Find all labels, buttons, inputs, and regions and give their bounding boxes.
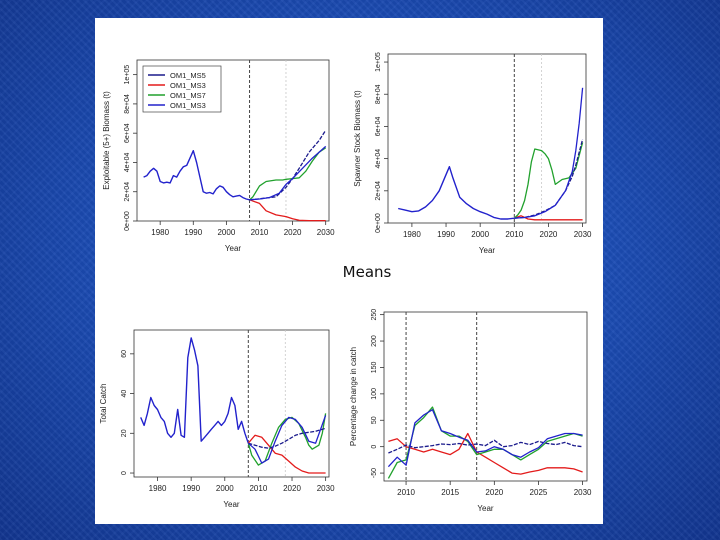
series-line-om1-ms7-2	[249, 147, 327, 201]
x-axis-label: Year	[223, 500, 240, 509]
y-tick-label: 0e+00	[375, 213, 382, 233]
x-tick-label: 2030	[317, 484, 335, 493]
x-tick-label: 2000	[217, 228, 235, 237]
y-tick-label: 8e+04	[375, 84, 382, 104]
series-line-om1-ms5-0	[388, 439, 583, 454]
y-tick-label: 8e+04	[124, 94, 131, 114]
y-tick-label: 2e+04	[124, 182, 131, 202]
chart-spawning: 1980 1990 2000 2010 2020 2030 0e+00 2e+04 4e+04 6…	[353, 52, 592, 255]
series-line-om1-ms5-0	[514, 139, 584, 219]
x-tick-label: 2020	[283, 484, 301, 493]
x-axis-label: Year	[477, 504, 494, 513]
y-tick-label: 6e+04	[124, 123, 131, 143]
means-caption: Means	[342, 263, 392, 281]
series-line-om1-ms3-1	[249, 199, 326, 222]
series-line-om1-ms3-1	[388, 432, 583, 475]
chart-catch: 1980 1990 2000 2010 2020 2030 0 20 40 60 Year Total…	[99, 329, 335, 509]
legend-entry: OM1_MS3	[170, 101, 206, 110]
y-tick-label: 0	[121, 471, 128, 475]
plot-frame	[133, 329, 330, 478]
x-tick-label: 2015	[441, 488, 459, 497]
x-tick-label: 2010	[251, 228, 269, 237]
y-axis-label: Spawner Stock Biomass (t)	[353, 90, 362, 187]
y-tick-label: 250	[371, 309, 378, 321]
y-tick-label: 2e+04	[375, 181, 382, 201]
legend-entry: OM1_MS3	[170, 81, 206, 90]
history-line	[398, 166, 515, 220]
y-tick-label: 6e+04	[375, 116, 382, 136]
y-tick-label: 60	[121, 350, 128, 358]
series-line-om1-ms5-0	[248, 427, 326, 449]
series-line-om1-ms3-3	[247, 415, 327, 464]
y-tick-label: 0e+00	[124, 211, 131, 231]
series-line-om1-ms3-3	[249, 145, 327, 201]
y-tick-label: 20	[121, 429, 128, 437]
x-tick-label: 2030	[574, 488, 592, 497]
x-tick-label: 2010	[505, 230, 523, 239]
y-axis-label: Exploitable (5+) Biomass (t)	[102, 91, 111, 190]
x-tick-label: 2020	[540, 230, 558, 239]
series-line-om1-ms7-2	[387, 406, 583, 479]
y-axis-label: Total Catch	[99, 383, 108, 423]
series-line-om1-ms5-0	[249, 129, 327, 201]
y-tick-label: 150	[371, 362, 378, 374]
y-tick-label: 4e+04	[375, 149, 382, 169]
x-tick-label: 1990	[182, 484, 200, 493]
series-line-om1-ms7-2	[247, 413, 327, 466]
y-tick-label: 0	[371, 445, 378, 449]
plot-frame	[136, 59, 330, 222]
plot-frame	[383, 311, 588, 482]
y-tick-label: 1e+05	[375, 52, 382, 72]
chart-exploitable: 1980 1990 2000 2010 2020 2030 0e+00 2e+04 4e+04 6…	[102, 59, 335, 253]
x-tick-label: 2010	[249, 484, 267, 493]
y-tick-label: 1e+05	[124, 65, 131, 85]
chart-pct_change: 2010 2015 2020 2025 2030 -50 0 50 100 150 200 250 Ye…	[349, 309, 592, 513]
x-tick-label: 2020	[485, 488, 503, 497]
x-tick-label: 2000	[216, 484, 234, 493]
series-line-om1-ms3-1	[514, 215, 583, 221]
x-tick-label: 2010	[397, 488, 415, 497]
x-tick-label: 2000	[471, 230, 489, 239]
x-tick-label: 2025	[530, 488, 548, 497]
y-tick-label: 4e+04	[124, 153, 131, 173]
x-tick-label: 2020	[284, 228, 302, 237]
x-tick-label: 1980	[149, 484, 167, 493]
y-tick-label: -50	[371, 468, 378, 478]
x-tick-label: 1990	[437, 230, 455, 239]
y-tick-label: 40	[121, 390, 128, 398]
legend-entry: OM1_MS7	[170, 91, 206, 100]
y-axis-label: Percentage change in catch	[349, 347, 358, 446]
legend-entry: OM1_MS5	[170, 71, 206, 80]
x-axis-label: Year	[225, 244, 242, 253]
y-tick-label: 100	[371, 388, 378, 400]
multi-panel-figure: 1980 1990 2000 2010 2020 20300e+002e+044e+046…	[99, 52, 592, 513]
x-tick-label: 1990	[184, 228, 202, 237]
x-tick-label: 2030	[574, 230, 592, 239]
series-line-om1-ms3-3	[387, 409, 583, 468]
history-line	[143, 150, 250, 201]
figure-panel: 1980 1990 2000 2010 2020 2030 0e+00 2e+04 4e+04 6…	[95, 18, 603, 524]
x-tick-label: 1980	[151, 228, 169, 237]
x-axis-label: Year	[479, 246, 496, 255]
x-tick-label: 1980	[403, 230, 421, 239]
y-tick-label: 50	[371, 416, 378, 424]
history-line	[140, 337, 249, 444]
series-line-om1-ms7-2	[513, 142, 584, 219]
y-tick-label: 200	[371, 335, 378, 347]
x-tick-label: 2030	[317, 228, 335, 237]
plot-frame	[387, 53, 587, 224]
series-line-om1-ms3-3	[514, 87, 584, 219]
series-line-om1-ms3-1	[247, 434, 326, 474]
